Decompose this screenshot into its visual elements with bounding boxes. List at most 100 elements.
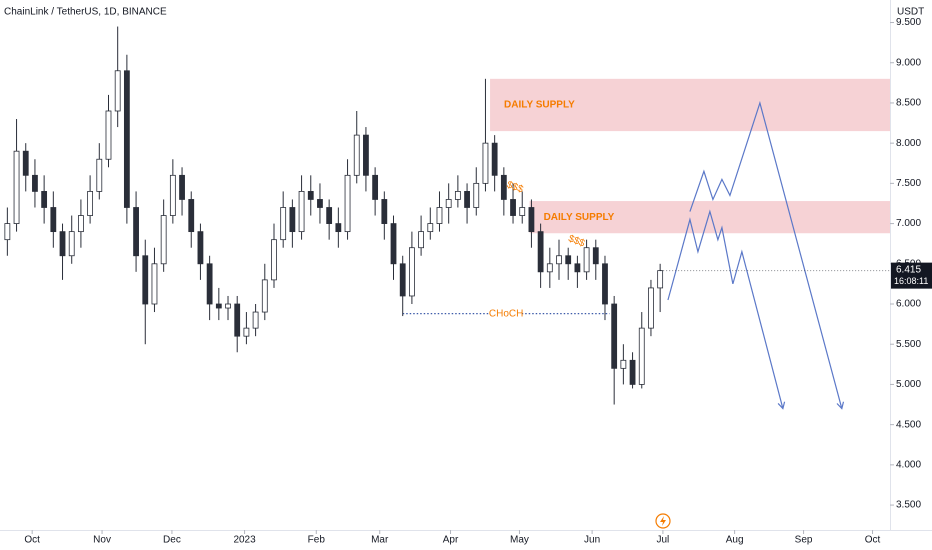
candle-body [243,327,250,337]
x-tick-label: Aug [726,535,744,546]
candle-body [179,174,185,200]
y-tick-label: 5.500 [896,339,921,350]
candle-body [657,270,664,289]
candle-body [317,199,323,208]
y-tick-label: 7.500 [896,178,921,189]
candle-body [22,150,29,176]
candle-body [556,255,562,265]
x-tick-label: Mar [371,535,389,546]
candle-body [160,215,167,265]
candle-body [289,207,296,233]
candle-body [105,110,112,160]
candle-body [629,359,636,385]
x-tick-label: Oct [865,535,881,546]
candle-body [32,174,38,192]
x-tick-label: Oct [24,535,40,546]
x-tick-label: Dec [163,535,181,546]
y-tick-label: 6.000 [896,299,921,310]
candle-body [510,199,516,216]
candle-body [638,327,645,385]
chart-title: ChainLink / TetherUS, 1D, BINANCE [4,7,167,18]
candle-body [464,191,470,208]
y-tick-label: 8.000 [896,138,921,149]
candle-body [611,303,618,369]
x-tick-label: Nov [93,535,111,546]
candle-body [326,207,333,224]
candle-body [546,263,553,273]
candle-body [519,207,526,216]
projection-arrowhead [777,401,786,410]
candle-body [261,279,268,313]
candle-body [197,231,204,265]
supply-zone [490,78,890,132]
candle-body [500,174,507,200]
candle-body [206,263,213,305]
last-price-label: 6.415 [896,264,921,275]
candle-body [418,231,424,249]
candle-body [372,174,379,200]
x-tick-label: Jun [584,535,600,546]
candle-body [68,231,75,257]
candle-body [399,263,406,297]
candle-body [602,263,608,305]
candle-body [620,359,627,369]
candle-body [482,142,489,184]
y-tick-label: 9.500 [896,17,921,28]
last-price-box [891,262,932,289]
y-tick-label: 4.000 [896,459,921,470]
projection-path [689,100,843,409]
candle-body [87,191,94,216]
candle-body [114,70,121,112]
candle-body [234,303,241,337]
projection-arrowhead [836,401,845,410]
candle-body [648,287,654,329]
candle-body [280,207,287,241]
candle-body [537,231,544,273]
candle-body [13,150,20,224]
liquidity-label: $$$ [567,233,587,249]
icon-bolt [660,516,666,526]
candle-body [151,263,158,305]
candle-body [353,134,360,176]
candle-body [381,199,388,224]
candle-body [142,255,149,305]
candle-body [390,223,397,265]
candle-body [41,191,48,208]
candle-body [363,134,369,176]
y-tick-label: 4.500 [896,419,921,430]
candle-body [583,247,590,273]
countdown-label: 16:08:11 [894,276,928,286]
candle-body [252,311,259,329]
candle-body [215,303,222,309]
y-tick-label: 7.000 [896,218,921,229]
candle-body [491,142,498,176]
candle-body [565,255,572,265]
zone-label: DAILY SUPPLY [504,100,575,111]
candle-body [271,239,277,281]
candle-body [188,199,195,233]
y-tick-label: 8.500 [896,98,921,109]
x-tick-label: Sep [795,535,813,546]
x-tick-label: Feb [308,535,326,546]
y-tick-label: 9.000 [896,57,921,68]
candle-body [574,263,581,273]
candle-body [335,223,342,233]
axis-unit: USDT [897,7,924,18]
projection-path [667,209,784,409]
candle-body [298,191,305,233]
candle-body [409,247,415,297]
candle-body [307,191,314,200]
candle-body [427,223,434,233]
candle-body [454,191,461,200]
replay-icon[interactable] [655,513,671,529]
candle-body [344,174,351,233]
x-tick-label: Apr [443,535,459,546]
candle-body [96,158,103,192]
candle-body [225,303,231,309]
zone-label: DAILY SUPPLY [544,212,615,223]
x-tick-label: 2023 [233,535,256,546]
y-tick-label: 3.500 [896,500,921,511]
candle-body [78,215,84,233]
